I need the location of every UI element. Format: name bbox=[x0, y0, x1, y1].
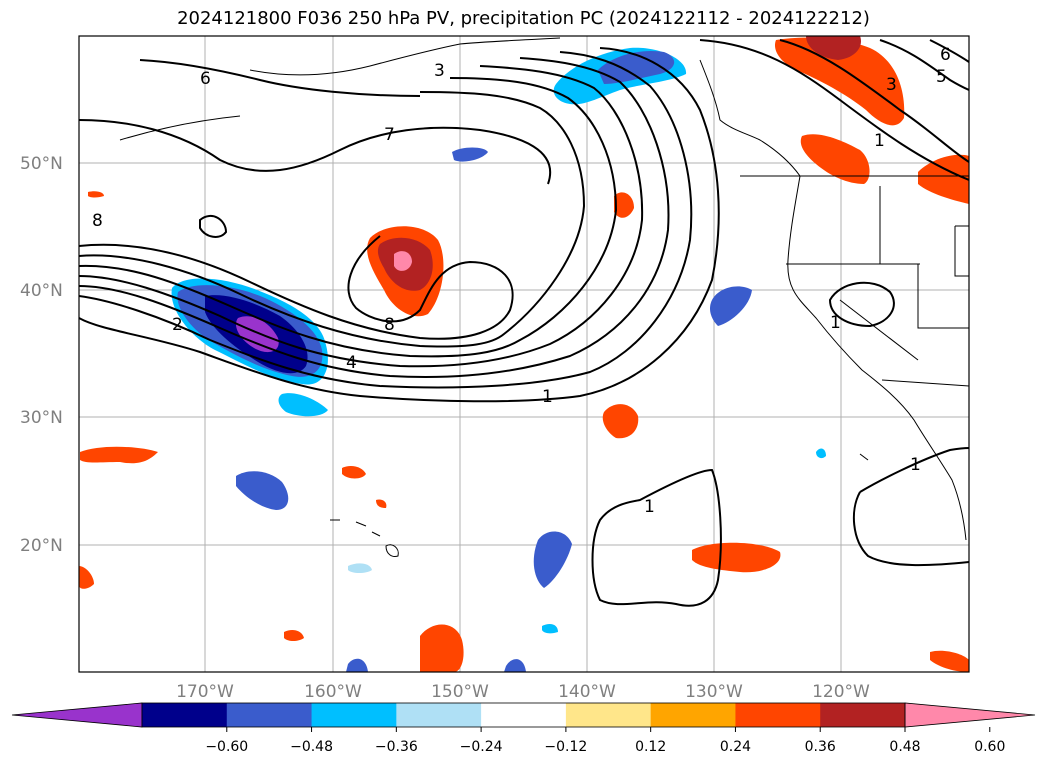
colorbar-tick-label: 0.48 bbox=[889, 739, 920, 755]
gridlines bbox=[79, 36, 969, 672]
colorbar-segment bbox=[735, 703, 821, 727]
latitude-labels: 50°N 40°N 30°N 20°N bbox=[20, 154, 63, 556]
lat-label: 50°N bbox=[20, 154, 63, 174]
colorbar-segment bbox=[311, 703, 397, 727]
colorbar-tick-label: −0.60 bbox=[205, 739, 248, 755]
coastlines bbox=[119, 37, 969, 557]
colorbar-segment bbox=[820, 703, 906, 727]
colorbar-extension-low bbox=[11, 702, 143, 728]
colorbar-segment bbox=[396, 703, 482, 727]
contour-label: 3 bbox=[886, 75, 897, 95]
map-area: 6 3 7 8 8 2 4 1 1 1 1 1 5 6 3 bbox=[79, 36, 969, 672]
contour-label: 8 bbox=[384, 315, 395, 335]
colorbar-tick-label: −0.36 bbox=[375, 739, 418, 755]
lon-label: 140°W bbox=[558, 682, 616, 702]
contour-label: 3 bbox=[434, 61, 445, 81]
colorbar-segment bbox=[226, 703, 313, 727]
colorbar-segment bbox=[481, 703, 567, 727]
contour-label: 1 bbox=[644, 497, 655, 517]
colorbar-tick-label: −0.48 bbox=[290, 739, 333, 755]
lon-label: 170°W bbox=[176, 682, 234, 702]
lon-label: 120°W bbox=[812, 682, 870, 702]
longitude-labels: 170°W 160°W 150°W 140°W 130°W 120°W bbox=[176, 682, 870, 702]
precipitation-shading bbox=[79, 36, 969, 672]
colorbar-segment bbox=[142, 703, 228, 727]
colorbar-tick-labels: −0.60 −0.48 −0.36 −0.24 −0.12 0.12 0.24 0.36 0.4… bbox=[205, 727, 1005, 755]
contour-label: 4 bbox=[346, 353, 357, 373]
contour-labels: 6 3 7 8 8 2 4 1 1 1 1 1 5 6 3 bbox=[92, 45, 951, 517]
lon-label: 150°W bbox=[431, 682, 489, 702]
lon-label: 130°W bbox=[685, 682, 743, 702]
colorbar-tick-label: 0.12 bbox=[635, 739, 666, 755]
lat-label: 40°N bbox=[20, 281, 63, 301]
colorbar bbox=[11, 702, 1036, 728]
contour-label: 8 bbox=[92, 211, 103, 231]
colorbar-segment bbox=[650, 703, 736, 727]
contour-label: 1 bbox=[874, 131, 885, 151]
colorbar-tick-label: 0.36 bbox=[805, 739, 836, 755]
colorbar-tick-label: −0.24 bbox=[460, 739, 503, 755]
contour-label: 6 bbox=[200, 69, 211, 89]
lat-label: 20°N bbox=[20, 536, 63, 556]
lon-label: 160°W bbox=[304, 682, 362, 702]
colorbar-segment bbox=[565, 703, 652, 727]
pv-contours bbox=[79, 39, 969, 607]
colorbar-extension-high bbox=[904, 702, 1036, 728]
contour-label: 7 bbox=[384, 125, 395, 145]
contour-label: 1 bbox=[830, 313, 841, 333]
map-frame bbox=[78, 35, 970, 673]
contour-label: 1 bbox=[542, 387, 553, 407]
colorbar-tick-label: 0.24 bbox=[720, 739, 751, 755]
colorbar-tick-label: −0.12 bbox=[544, 739, 587, 755]
lat-label: 30°N bbox=[20, 408, 63, 428]
contour-label: 5 bbox=[936, 67, 947, 87]
contour-label: 6 bbox=[940, 45, 951, 65]
figure-title: 2024121800 F036 250 hPa PV, precipitatio… bbox=[177, 8, 870, 29]
contour-label: 1 bbox=[910, 455, 921, 475]
contour-label: 2 bbox=[172, 315, 183, 335]
colorbar-tick-label: 0.60 bbox=[974, 739, 1005, 755]
colorbar-frame bbox=[141, 702, 906, 728]
